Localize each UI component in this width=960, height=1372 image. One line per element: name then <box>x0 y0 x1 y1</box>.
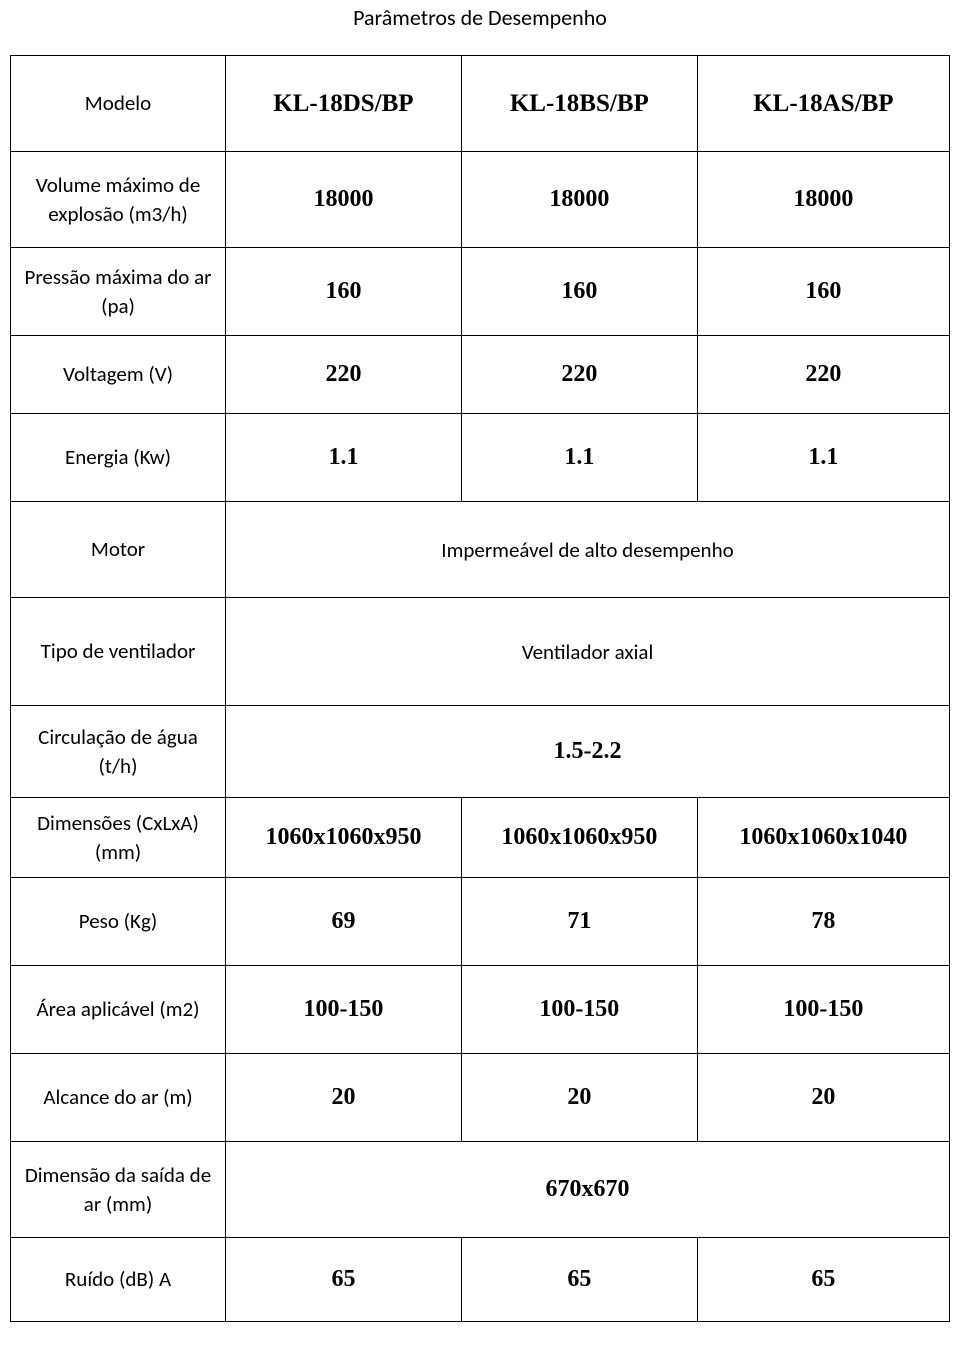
label-reach: Alcance do ar (m) <box>11 1054 226 1142</box>
row-outlet: Dimensão da saída de ar (mm) 670x670 <box>11 1142 950 1238</box>
reach-a: 20 <box>226 1054 462 1142</box>
volume-c: 18000 <box>697 152 949 248</box>
noise-b: 65 <box>461 1238 697 1322</box>
label-pressure: Pressão máxima do ar (pa) <box>11 248 226 336</box>
energy-a: 1.1 <box>226 414 462 502</box>
label-volume: Volume máximo de explosão (m3/h) <box>11 152 226 248</box>
row-fan-type: Tipo de ventilador Ventilador axial <box>11 598 950 706</box>
fan-type-value: Ventilador axial <box>226 598 950 706</box>
reach-c: 20 <box>697 1054 949 1142</box>
area-b: 100-150 <box>461 966 697 1054</box>
area-c: 100-150 <box>697 966 949 1054</box>
dimensions-c: 1060x1060x1040 <box>697 798 949 878</box>
label-energy: Energia (Kw) <box>11 414 226 502</box>
outlet-value: 670x670 <box>226 1142 950 1238</box>
row-weight: Peso (Kg) 69 71 78 <box>11 878 950 966</box>
row-reach: Alcance do ar (m) 20 20 20 <box>11 1054 950 1142</box>
label-voltage: Voltagem (V) <box>11 336 226 414</box>
label-motor: Motor <box>11 502 226 598</box>
row-noise: Ruído (dB) A 65 65 65 <box>11 1238 950 1322</box>
area-a: 100-150 <box>226 966 462 1054</box>
label-weight: Peso (Kg) <box>11 878 226 966</box>
noise-c: 65 <box>697 1238 949 1322</box>
volume-b: 18000 <box>461 152 697 248</box>
label-noise: Ruído (dB) A <box>11 1238 226 1322</box>
label-outlet: Dimensão da saída de ar (mm) <box>11 1142 226 1238</box>
voltage-a: 220 <box>226 336 462 414</box>
row-voltage: Voltagem (V) 220 220 220 <box>11 336 950 414</box>
row-area: Área aplicável (m2) 100-150 100-150 100-… <box>11 966 950 1054</box>
noise-a: 65 <box>226 1238 462 1322</box>
pressure-b: 160 <box>461 248 697 336</box>
pressure-c: 160 <box>697 248 949 336</box>
row-dimensions: Dimensões (CxLxA) (mm) 1060x1060x950 106… <box>11 798 950 878</box>
water-value: 1.5-2.2 <box>226 706 950 798</box>
weight-c: 78 <box>697 878 949 966</box>
model-b: KL-18BS/BP <box>461 56 697 152</box>
weight-b: 71 <box>461 878 697 966</box>
pressure-a: 160 <box>226 248 462 336</box>
row-water: Circulação de água (t/h) 1.5-2.2 <box>11 706 950 798</box>
label-dimensions: Dimensões (CxLxA) (mm) <box>11 798 226 878</box>
voltage-b: 220 <box>461 336 697 414</box>
energy-c: 1.1 <box>697 414 949 502</box>
row-model: Modelo KL-18DS/BP KL-18BS/BP KL-18AS/BP <box>11 56 950 152</box>
dimensions-b: 1060x1060x950 <box>461 798 697 878</box>
model-c: KL-18AS/BP <box>697 56 949 152</box>
row-energy: Energia (Kw) 1.1 1.1 1.1 <box>11 414 950 502</box>
row-motor: Motor Impermeável de alto desempenho <box>11 502 950 598</box>
label-model: Modelo <box>11 56 226 152</box>
label-fan-type: Tipo de ventilador <box>11 598 226 706</box>
dimensions-a: 1060x1060x950 <box>226 798 462 878</box>
motor-value: Impermeável de alto desempenho <box>226 502 950 598</box>
voltage-c: 220 <box>697 336 949 414</box>
weight-a: 69 <box>226 878 462 966</box>
label-area: Área aplicável (m2) <box>11 966 226 1054</box>
row-pressure: Pressão máxima do ar (pa) 160 160 160 <box>11 248 950 336</box>
label-water: Circulação de água (t/h) <box>11 706 226 798</box>
spec-table: Modelo KL-18DS/BP KL-18BS/BP KL-18AS/BP … <box>10 55 950 1322</box>
energy-b: 1.1 <box>461 414 697 502</box>
reach-b: 20 <box>461 1054 697 1142</box>
model-a: KL-18DS/BP <box>226 56 462 152</box>
page-title: Parâmetros de Desempenho <box>0 0 960 55</box>
volume-a: 18000 <box>226 152 462 248</box>
row-volume: Volume máximo de explosão (m3/h) 18000 1… <box>11 152 950 248</box>
